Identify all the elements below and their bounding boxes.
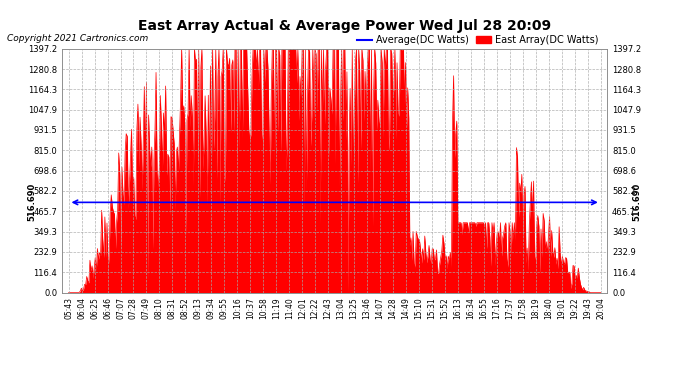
Text: 516.690: 516.690 bbox=[28, 183, 37, 222]
Text: 516.690: 516.690 bbox=[633, 183, 642, 222]
Legend: Average(DC Watts), East Array(DC Watts): Average(DC Watts), East Array(DC Watts) bbox=[353, 31, 602, 49]
Text: Copyright 2021 Cartronics.com: Copyright 2021 Cartronics.com bbox=[7, 34, 148, 43]
Text: East Array Actual & Average Power Wed Jul 28 20:09: East Array Actual & Average Power Wed Ju… bbox=[139, 19, 551, 33]
